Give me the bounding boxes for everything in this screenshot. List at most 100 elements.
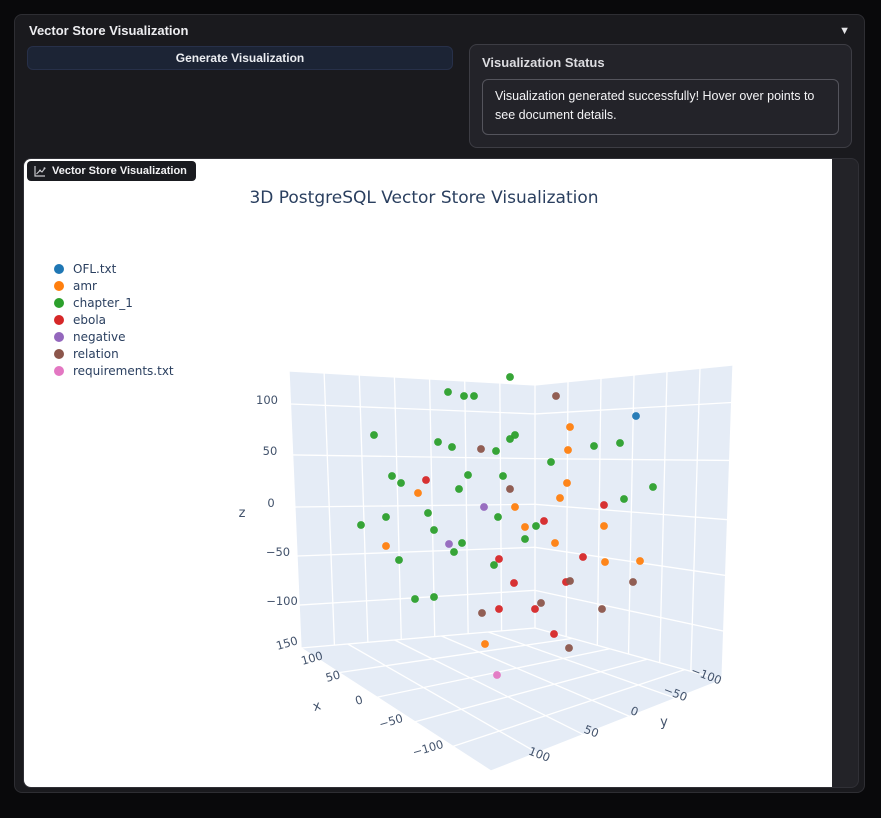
legend-label: amr [73,279,97,293]
legend-item[interactable]: amr [54,279,97,293]
plot-card: 150 100 50 0 −50 −100 x −100 −50 0 50 100 y 100 50 0 −50… [24,159,832,787]
y-axis-title: y [660,715,668,730]
scatter-point[interactable] [566,577,574,585]
scatter-point[interactable] [494,513,502,521]
scatter-point[interactable] [531,605,539,613]
legend-item[interactable]: negative [54,330,125,344]
legend-marker-icon [54,264,64,274]
scatter-point[interactable] [620,495,628,503]
scatter-point[interactable] [411,595,419,603]
scatter-point[interactable] [430,526,438,534]
scatter-point[interactable] [550,630,558,638]
scatter-point[interactable] [566,423,574,431]
collapse-arrow-icon[interactable]: ▼ [839,24,850,37]
scatter-point[interactable] [470,392,478,400]
x-axis-title: x [311,698,323,715]
controls-row: Generate Visualization Visualization Sta… [15,44,864,148]
scatter-point[interactable] [430,593,438,601]
legend-item[interactable]: ebola [54,313,106,327]
scatter-point[interactable] [564,446,572,454]
status-textbox[interactable]: Visualization generated successfully! Ho… [482,79,839,135]
legend-marker-icon [54,315,64,325]
legend-item[interactable]: requirements.txt [54,364,174,378]
legend-marker-icon [54,366,64,376]
status-group: Visualization Status Visualization gener… [469,44,852,148]
scatter-point[interactable] [598,605,606,613]
scatter-point[interactable] [422,476,430,484]
scatter-point[interactable] [424,509,432,517]
scatter-point[interactable] [492,447,500,455]
scatter-point[interactable] [388,472,396,480]
scatter-point[interactable] [458,539,466,547]
legend-item[interactable]: OFL.txt [54,262,117,276]
scatter-point[interactable] [600,501,608,509]
grid-lines [288,364,734,772]
scatter-point[interactable] [600,522,608,530]
chart-title: 3D PostgreSQL Vector Store Visualization [249,188,598,208]
scatter-point[interactable] [445,540,453,548]
scatter-point[interactable] [490,561,498,569]
scatter-point[interactable] [511,503,519,511]
scatter-point[interactable] [382,513,390,521]
scatter-point[interactable] [397,479,405,487]
scatter-point[interactable] [460,392,468,400]
scatter-point[interactable] [480,503,488,511]
scatter-point[interactable] [495,555,503,563]
legend-item[interactable]: chapter_1 [54,296,133,310]
scatter-point[interactable] [370,431,378,439]
scatter-point[interactable] [616,439,624,447]
legend-label: chapter_1 [73,296,133,310]
scatter-point[interactable] [434,438,442,446]
scatter-point[interactable] [563,479,571,487]
scatter-point[interactable] [357,521,365,529]
scatter-point[interactable] [477,445,485,453]
scatter-point[interactable] [537,599,545,607]
scatter-point[interactable] [481,640,489,648]
scatter-point[interactable] [478,609,486,617]
scatter-point[interactable] [521,535,529,543]
z-tick-label: −50 [266,545,290,559]
legend-marker-icon [54,298,64,308]
z-tick-label: 0 [267,496,274,510]
scatter-point[interactable] [382,542,390,550]
scatter-chart-icon [34,166,46,177]
scatter-point[interactable] [565,644,573,652]
scatter-point[interactable] [521,523,529,531]
scatter-point[interactable] [649,483,657,491]
scatter-point[interactable] [601,558,609,566]
scatter-point[interactable] [532,522,540,530]
scatter-point[interactable] [636,557,644,565]
scatter-point[interactable] [579,553,587,561]
scatter-point[interactable] [511,431,519,439]
scatter-point[interactable] [506,373,514,381]
accordion-header[interactable]: Vector Store Visualization ▼ [15,15,864,44]
scatter-point[interactable] [540,517,548,525]
scatter-point[interactable] [444,388,452,396]
scatter-point[interactable] [632,412,640,420]
scatter-point[interactable] [464,471,472,479]
scatter-point[interactable] [551,539,559,547]
scatter-point[interactable] [493,671,501,679]
scatter-point[interactable] [455,485,463,493]
legend-item[interactable]: relation [54,347,119,361]
scatter-point[interactable] [547,458,555,466]
z-tick-label: −100 [266,594,298,608]
plot-canvas[interactable]: 150100500−50−100x−100−50050100y100500−50… [24,159,832,787]
scatter-point[interactable] [499,472,507,480]
scatter-point[interactable] [450,548,458,556]
generate-visualization-button[interactable]: Generate Visualization [27,46,453,70]
accordion-title: Vector Store Visualization [29,23,189,38]
scatter-point[interactable] [448,443,456,451]
x-tick-label: 100 [299,648,324,668]
scatter-point[interactable] [506,485,514,493]
scatter-point[interactable] [552,392,560,400]
scatter-point[interactable] [556,494,564,502]
scatter-point[interactable] [414,489,422,497]
z-axis-title: z [239,506,246,521]
scatter-point[interactable] [510,579,518,587]
scatter-point[interactable] [495,605,503,613]
scatter-point[interactable] [629,578,637,586]
scatter-point[interactable] [395,556,403,564]
scatter-point[interactable] [590,442,598,450]
